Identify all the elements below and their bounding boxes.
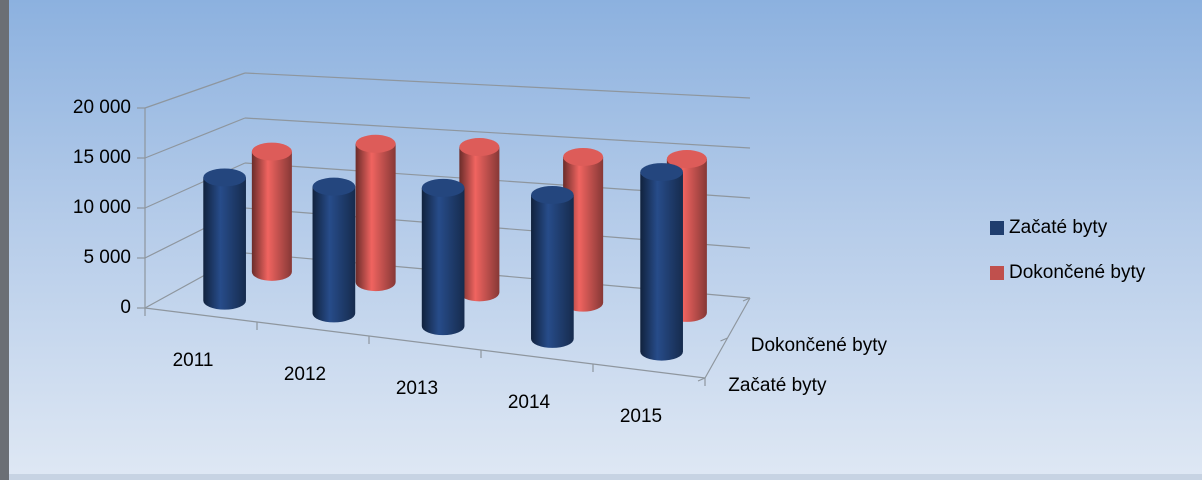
bar [421,178,465,336]
depth-label: Začaté byty [728,375,827,396]
x-tick-label: 2011 [173,350,214,371]
grid-line [144,72,246,109]
grid-line [144,117,246,159]
bar [203,168,246,310]
bar-top [312,177,356,196]
depth-tick [720,337,728,342]
y-tick-label: 20 000 [73,97,131,118]
bar-top [203,168,246,187]
bar-top [421,178,465,197]
legend-label: Dokončené byty [1009,262,1146,283]
bar-body [640,172,683,361]
bar-body [421,187,465,336]
bar [312,177,356,323]
bar-top [251,142,292,161]
bar-body [355,143,396,292]
bar [355,134,396,292]
bar [251,142,292,281]
legend-swatch [990,266,1004,280]
bar-top [355,134,396,153]
bar [459,138,500,302]
y-tick-label: 10 000 [73,197,131,218]
bar-body [531,194,574,348]
grid-line [244,72,751,99]
depth-label: Dokončené byty [751,335,888,356]
y-tick-label: 0 [120,297,131,318]
bar-top [666,150,707,169]
bar-top [640,163,683,182]
bar-body [312,186,356,323]
legend-swatch [990,221,1004,235]
x-tick-label: 2012 [284,364,326,385]
bar-top [459,138,500,157]
grid-line [244,117,751,149]
y-tick-label: 5 000 [83,247,131,268]
x-tick-label: 2014 [508,392,551,413]
legend-label: Začaté byty [1009,217,1108,238]
bar-top [563,147,604,166]
bar-body [459,147,500,302]
left-border [0,0,9,480]
x-tick-label: 2015 [620,406,662,427]
y-tick-label: 15 000 [73,147,131,168]
bar-body [203,177,246,310]
bar-body [251,151,292,281]
x-axis [144,307,706,379]
bar-top [531,185,574,204]
bar [531,185,574,348]
depth-tick [697,377,706,382]
bottom-border [9,474,1202,480]
x-tick-label: 2013 [396,378,438,399]
depth-tick [742,297,751,302]
bar [640,163,683,361]
